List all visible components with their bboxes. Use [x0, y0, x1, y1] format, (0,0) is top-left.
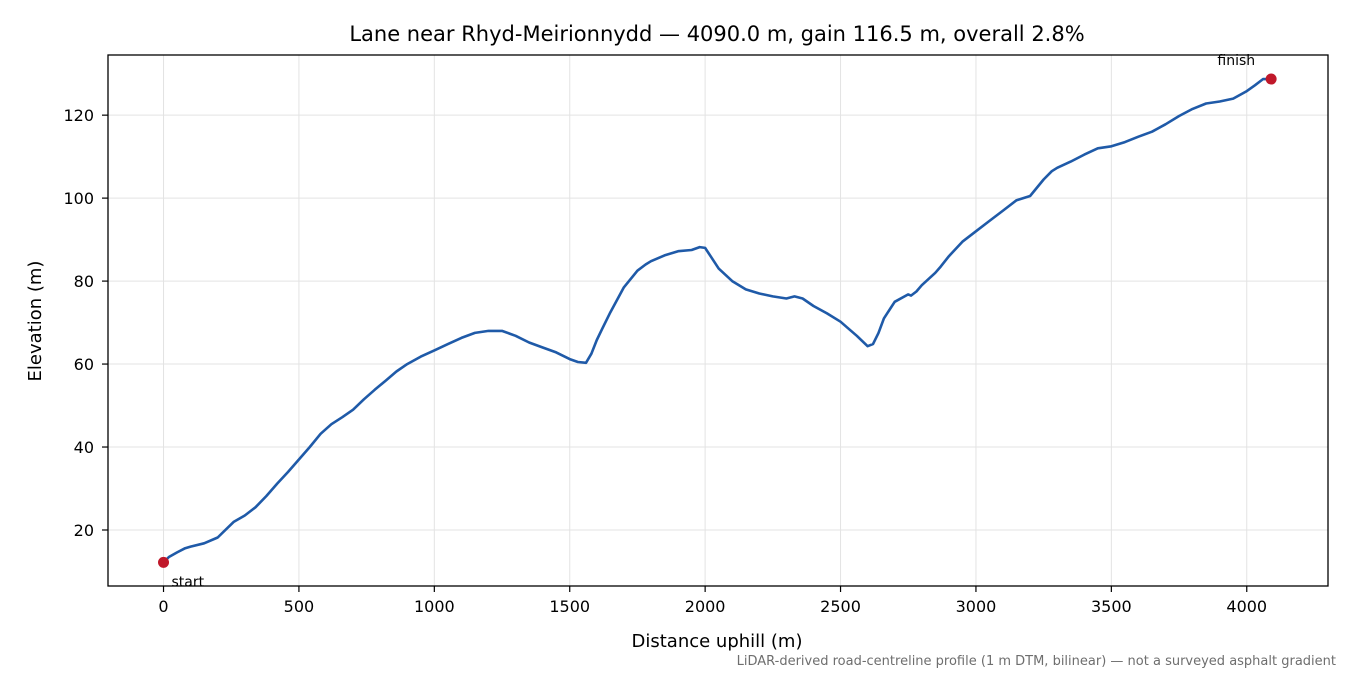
x-tick-label: 4000 [1226, 597, 1267, 616]
start-marker [158, 556, 170, 568]
y-tick-label: 40 [74, 438, 94, 457]
finish-marker [1265, 73, 1277, 85]
y-tick-label: 60 [74, 355, 94, 374]
footnote: LiDAR-derived road-centreline profile (1… [737, 654, 1336, 669]
y-tick-label: 20 [74, 521, 94, 540]
start-label: start [172, 574, 205, 590]
x-axis-label: Distance uphill (m) [632, 631, 803, 652]
x-tick-label: 3500 [1091, 597, 1132, 616]
axis-ticks: 0 500 1000 1500 2000 2500 3000 3500 4000 20 40 60 80… [63, 106, 1267, 616]
x-tick-label: 1000 [414, 597, 455, 616]
finish-label: finish [1217, 53, 1255, 69]
x-tick-label: 1500 [549, 597, 590, 616]
x-tick-label: 0 [158, 597, 168, 616]
x-tick-label: 500 [284, 597, 315, 616]
profile-plot: start finish [158, 53, 1277, 590]
elevation-profile-line [162, 77, 1273, 564]
x-tick-label: 2000 [685, 597, 726, 616]
y-axis-label: Elevation (m) [25, 261, 46, 382]
chart-title: Lane near Rhyd-Meirionnydd — 4090.0 m, g… [349, 22, 1084, 46]
y-tick-label: 100 [63, 189, 94, 208]
y-tick-label: 120 [63, 106, 94, 125]
x-tick-label: 3000 [956, 597, 997, 616]
y-tick-label: 80 [74, 272, 94, 291]
plot-frame [107, 54, 1329, 587]
x-tick-label: 2500 [820, 597, 861, 616]
